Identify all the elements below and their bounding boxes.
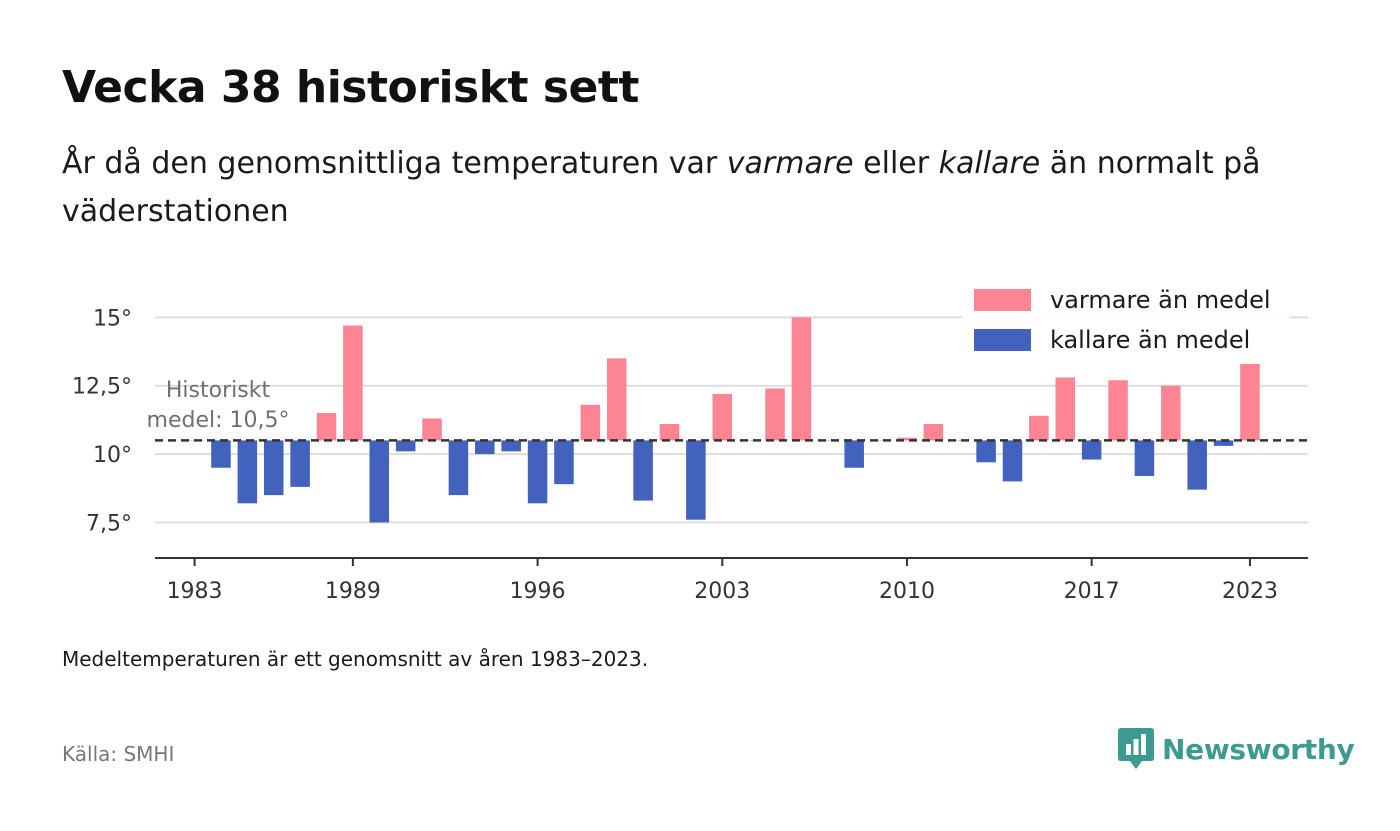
subtitle-text-3: än normalt på väderstationen xyxy=(62,146,1261,229)
source-credit: Källa: SMHI xyxy=(62,742,175,766)
bar-1985 xyxy=(237,440,258,504)
newsworthy-brand[interactable]: Newsworthy xyxy=(1118,728,1355,770)
bar-1993 xyxy=(448,440,469,496)
bar-1990 xyxy=(369,440,390,523)
bar-2000 xyxy=(633,440,653,501)
bar-2008 xyxy=(844,440,864,468)
bar-2007 xyxy=(818,440,838,441)
chart-note: Medeltemperaturen är ett genomsnitt av å… xyxy=(62,647,649,671)
subtitle-warm-word: varmare xyxy=(726,146,854,181)
y-axis-ticks: 7,5° 10° 12,5° 15° xyxy=(72,306,132,536)
temperature-bar-chart: 7,5° 10° 12,5° 15° 1983 1989 1996 2003 2010 2017… xyxy=(72,276,1308,604)
bar-1995 xyxy=(501,440,521,452)
chart-title: Vecka 38 historiskt sett xyxy=(62,62,639,113)
x-axis-ticks: 1983 1989 1996 2003 2010 2017 2023 xyxy=(167,558,1278,604)
bar-1997 xyxy=(554,440,574,485)
legend-warm-label: varmare än medel xyxy=(1050,286,1271,314)
bar-2022 xyxy=(1213,440,1234,446)
bar-1984 xyxy=(211,440,231,468)
x-tick-label: 2010 xyxy=(879,579,935,604)
bar-2016 xyxy=(1055,377,1076,441)
bar-2002 xyxy=(686,440,706,520)
y-tick-label: 10° xyxy=(93,443,132,468)
bar-2001 xyxy=(659,424,680,441)
legend-warm-swatch xyxy=(974,289,1031,311)
x-tick-label: 2003 xyxy=(694,579,750,604)
y-tick-label: 7,5° xyxy=(86,511,132,536)
mean-label-line: medel: 10,5° xyxy=(147,408,290,433)
bar-1986 xyxy=(263,440,284,496)
historical-mean-label: Historiskt medel: 10,5° xyxy=(147,378,290,433)
bar-1998 xyxy=(580,404,601,441)
bar-1991 xyxy=(395,440,416,452)
brand-name: Newsworthy xyxy=(1162,732,1355,766)
subtitle-text-1: År då den genomsnittliga temperaturen va… xyxy=(62,146,727,181)
bar-1999 xyxy=(606,358,627,441)
bar-1988 xyxy=(316,413,337,441)
bar-1989 xyxy=(343,325,363,441)
bar-2006 xyxy=(791,317,812,441)
bar-2011 xyxy=(923,424,944,441)
newsworthy-logo-icon xyxy=(1118,728,1154,769)
bar-1987 xyxy=(290,440,310,487)
bar-2021 xyxy=(1187,440,1207,490)
mean-label-line: Historiskt xyxy=(166,378,271,403)
bar-2012 xyxy=(949,440,970,441)
y-tick-label: 15° xyxy=(93,306,132,331)
bar-2013 xyxy=(976,440,996,463)
bar-2004 xyxy=(738,440,759,441)
legend-cold-swatch xyxy=(974,329,1031,351)
bar-2005 xyxy=(765,388,785,441)
x-tick-label: 2023 xyxy=(1222,579,1278,604)
bar-2023 xyxy=(1240,363,1260,441)
x-tick-label: 1996 xyxy=(510,579,566,604)
bar-2015 xyxy=(1029,415,1049,441)
x-tick-label: 1983 xyxy=(167,579,223,604)
bar-1996 xyxy=(527,440,548,504)
bar-1992 xyxy=(422,418,442,441)
y-tick-label: 12,5° xyxy=(72,375,132,400)
bar-2014 xyxy=(1002,440,1023,482)
bar-2003 xyxy=(712,393,733,441)
bar-2018 xyxy=(1108,380,1128,441)
bar-2017 xyxy=(1081,440,1102,460)
bar-2010 xyxy=(897,437,917,441)
legend-cold-label: kallare än medel xyxy=(1050,326,1250,354)
bar-1994 xyxy=(475,440,495,455)
bar-2019 xyxy=(1134,440,1155,476)
subtitle-cold-word: kallare xyxy=(938,146,1041,181)
x-tick-label: 1989 xyxy=(325,579,381,604)
chart-subtitle: År då den genomsnittliga temperaturen va… xyxy=(62,140,1322,236)
x-tick-label: 2017 xyxy=(1064,579,1120,604)
bar-2009 xyxy=(870,440,891,441)
legend: varmare än medel kallare än medel xyxy=(962,276,1290,364)
bar-2020 xyxy=(1161,385,1181,441)
subtitle-text-2: eller xyxy=(853,146,939,181)
bars xyxy=(184,317,1260,523)
